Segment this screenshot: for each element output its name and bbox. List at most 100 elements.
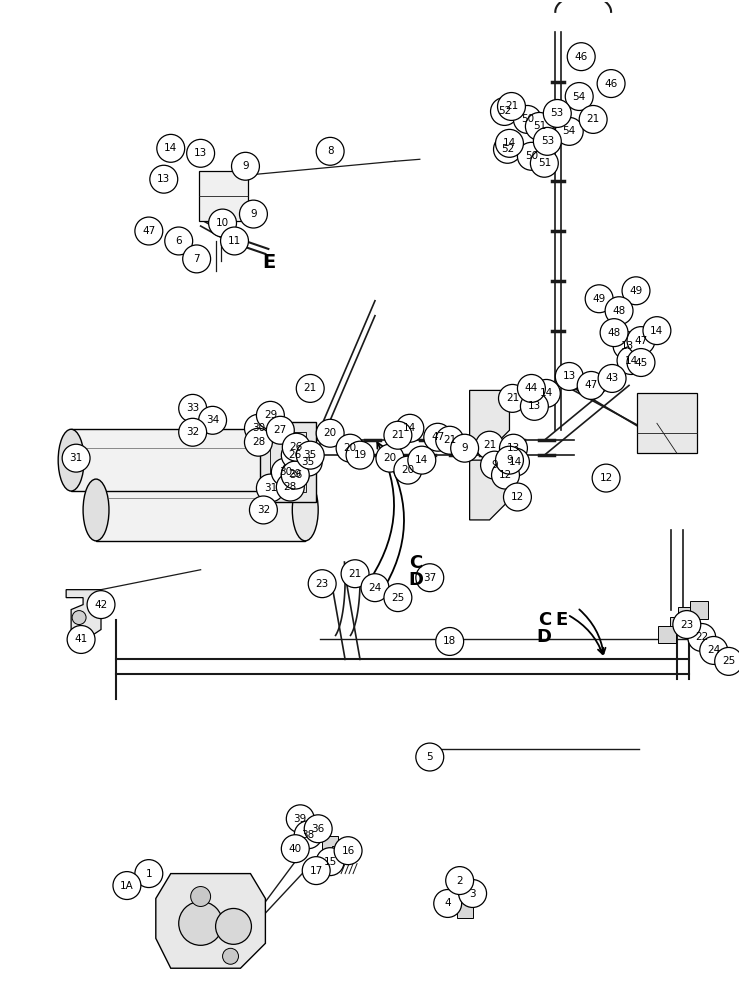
Circle shape bbox=[341, 560, 369, 588]
Circle shape bbox=[304, 815, 332, 843]
Circle shape bbox=[221, 227, 249, 255]
Text: 35: 35 bbox=[302, 457, 314, 467]
Circle shape bbox=[157, 134, 185, 162]
Text: 13: 13 bbox=[562, 371, 576, 381]
Text: 20: 20 bbox=[343, 443, 357, 453]
Circle shape bbox=[497, 93, 525, 120]
Circle shape bbox=[281, 835, 309, 863]
Text: 13: 13 bbox=[194, 148, 207, 158]
Text: 47: 47 bbox=[634, 336, 648, 346]
Text: 5: 5 bbox=[426, 752, 433, 762]
Circle shape bbox=[673, 611, 701, 638]
Circle shape bbox=[135, 217, 163, 245]
Circle shape bbox=[496, 129, 523, 157]
Circle shape bbox=[565, 83, 593, 110]
Bar bbox=[260, 422, 316, 502]
Text: 8: 8 bbox=[327, 146, 334, 156]
Circle shape bbox=[494, 135, 522, 163]
Text: 36: 36 bbox=[289, 470, 302, 480]
Text: 52: 52 bbox=[498, 106, 511, 116]
Text: 26: 26 bbox=[289, 450, 302, 460]
Text: C: C bbox=[409, 554, 423, 572]
Text: 45: 45 bbox=[634, 358, 648, 368]
Circle shape bbox=[408, 446, 436, 474]
Circle shape bbox=[627, 327, 655, 355]
Text: 25: 25 bbox=[391, 593, 405, 603]
Ellipse shape bbox=[292, 479, 318, 541]
Text: 1: 1 bbox=[146, 869, 152, 879]
Circle shape bbox=[502, 448, 529, 476]
Circle shape bbox=[240, 200, 267, 228]
Bar bbox=[670, 617, 687, 634]
Text: 50: 50 bbox=[525, 151, 538, 161]
Text: 38: 38 bbox=[302, 830, 314, 840]
Text: 31: 31 bbox=[70, 453, 83, 463]
Polygon shape bbox=[156, 874, 266, 968]
Circle shape bbox=[555, 117, 583, 145]
Circle shape bbox=[346, 441, 374, 469]
Text: 46: 46 bbox=[605, 79, 618, 89]
Circle shape bbox=[376, 444, 404, 472]
Circle shape bbox=[179, 394, 206, 422]
Text: 32: 32 bbox=[257, 505, 270, 515]
Circle shape bbox=[87, 591, 115, 619]
Text: 1A: 1A bbox=[120, 881, 134, 891]
Text: 14: 14 bbox=[403, 423, 417, 433]
Circle shape bbox=[295, 821, 322, 849]
Circle shape bbox=[272, 458, 299, 486]
Text: 31: 31 bbox=[263, 483, 277, 493]
Text: 14: 14 bbox=[539, 388, 553, 398]
Text: 36: 36 bbox=[312, 824, 325, 834]
Text: 12: 12 bbox=[511, 492, 524, 502]
Ellipse shape bbox=[58, 429, 84, 491]
Text: 37: 37 bbox=[423, 573, 437, 583]
Circle shape bbox=[135, 860, 163, 888]
Text: 48: 48 bbox=[613, 306, 626, 316]
Circle shape bbox=[302, 857, 330, 885]
Circle shape bbox=[72, 611, 86, 625]
Circle shape bbox=[480, 451, 508, 479]
Text: 47: 47 bbox=[431, 432, 444, 442]
Text: 29: 29 bbox=[263, 410, 277, 420]
Text: 34: 34 bbox=[206, 415, 219, 425]
Text: 14: 14 bbox=[164, 143, 178, 153]
Text: 46: 46 bbox=[574, 52, 588, 62]
Text: 12: 12 bbox=[599, 473, 613, 483]
Circle shape bbox=[249, 496, 278, 524]
Circle shape bbox=[525, 112, 554, 140]
Circle shape bbox=[257, 401, 284, 429]
Text: 32: 32 bbox=[186, 427, 199, 437]
Text: 50: 50 bbox=[521, 114, 534, 124]
Circle shape bbox=[517, 374, 545, 402]
Circle shape bbox=[215, 908, 252, 944]
Circle shape bbox=[476, 431, 503, 459]
Circle shape bbox=[296, 441, 324, 469]
Text: 53: 53 bbox=[551, 108, 564, 118]
Circle shape bbox=[361, 574, 389, 602]
Text: 14: 14 bbox=[503, 138, 516, 148]
Circle shape bbox=[627, 349, 655, 376]
Circle shape bbox=[67, 626, 95, 653]
Text: 51: 51 bbox=[533, 121, 546, 131]
Text: 40: 40 bbox=[289, 844, 302, 854]
Bar bbox=[312, 821, 328, 837]
Circle shape bbox=[257, 474, 284, 502]
Circle shape bbox=[416, 743, 444, 771]
Text: D: D bbox=[536, 628, 552, 646]
Bar bbox=[457, 902, 473, 918]
Circle shape bbox=[384, 421, 412, 449]
Circle shape bbox=[715, 647, 740, 675]
Circle shape bbox=[113, 872, 141, 899]
Circle shape bbox=[700, 636, 727, 664]
Bar bbox=[467, 886, 482, 901]
Text: 54: 54 bbox=[562, 126, 576, 136]
Text: 11: 11 bbox=[228, 236, 241, 246]
Circle shape bbox=[316, 137, 344, 165]
Circle shape bbox=[384, 584, 412, 612]
Circle shape bbox=[531, 149, 558, 177]
Circle shape bbox=[605, 297, 633, 325]
Text: 21: 21 bbox=[443, 435, 457, 445]
Text: 54: 54 bbox=[573, 92, 586, 102]
Circle shape bbox=[223, 948, 238, 964]
Text: 14: 14 bbox=[650, 326, 664, 336]
